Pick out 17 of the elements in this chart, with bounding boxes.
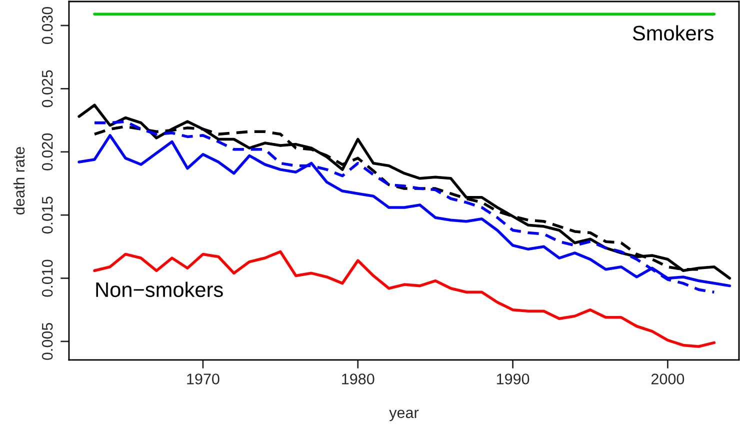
line-series (78, 104, 732, 280)
y-axis-title: death rate (13, 147, 25, 214)
series-label: Non−smokers (96, 282, 223, 298)
y-tick-label: 0.005 (42, 322, 53, 360)
series-label: Smokers (632, 25, 714, 41)
y-tick-label: 0.010 (42, 260, 53, 297)
line-series (93, 250, 716, 348)
y-tick-label: 0.025 (42, 70, 53, 108)
x-tick-label: 1970 (187, 374, 220, 384)
x-tick-label: 1990 (496, 374, 530, 384)
y-tick-label: 0.030 (42, 6, 53, 44)
y-tick-label: 0.020 (42, 133, 53, 170)
line-series (93, 125, 700, 271)
x-axis-title: year (389, 410, 419, 422)
x-tick-label: 1980 (342, 374, 374, 384)
y-tick-label: 0.015 (42, 196, 53, 234)
x-tick-label: 2000 (651, 374, 684, 384)
